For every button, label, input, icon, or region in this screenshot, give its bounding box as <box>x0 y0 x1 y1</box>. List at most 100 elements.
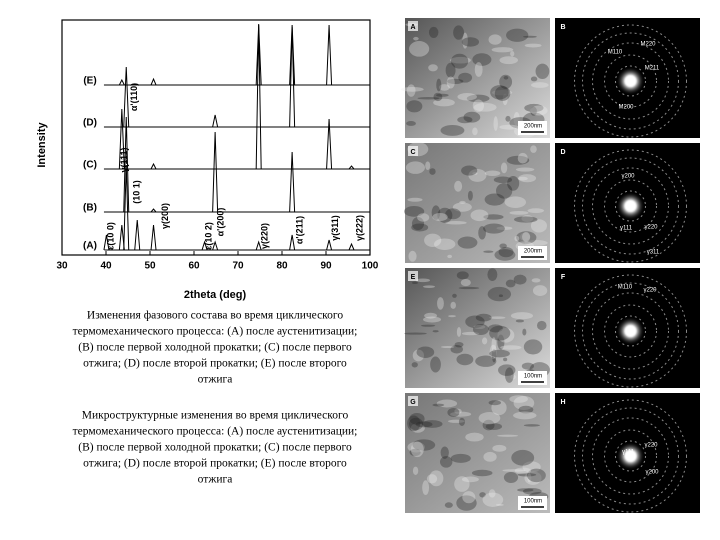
texture <box>491 337 497 353</box>
texture <box>481 337 488 345</box>
texture <box>428 64 438 72</box>
texture <box>495 503 504 506</box>
texture <box>406 120 416 126</box>
texture <box>407 415 421 432</box>
texture <box>475 313 492 322</box>
spot-label: γ200 <box>645 470 659 476</box>
texture <box>491 89 513 96</box>
texture <box>524 43 542 48</box>
ring <box>615 65 646 97</box>
texture <box>522 461 541 473</box>
texture <box>412 466 419 475</box>
ring <box>592 167 669 245</box>
texture <box>530 106 537 116</box>
texture <box>499 243 507 249</box>
peak <box>289 234 296 251</box>
peak-annotation: α'(211) <box>294 216 304 244</box>
texture <box>499 124 520 130</box>
texture <box>424 233 442 248</box>
texture <box>450 411 472 417</box>
texture <box>425 161 431 171</box>
texture <box>431 205 441 220</box>
scale-label: 100nm <box>524 499 542 505</box>
series-label: (A) <box>83 241 97 252</box>
spot-label: M211 <box>645 66 660 72</box>
peak <box>150 162 157 170</box>
panel-label: C <box>410 149 415 156</box>
texture <box>497 434 519 437</box>
texture <box>497 334 505 350</box>
texture <box>521 362 534 370</box>
texture <box>456 271 469 280</box>
peak-annotation: α'(200) <box>215 208 225 237</box>
texture <box>433 98 455 107</box>
texture <box>440 125 465 136</box>
peak <box>134 219 141 251</box>
x-tick-label: 80 <box>276 261 288 272</box>
texture <box>407 441 425 453</box>
x-tick-label: 30 <box>56 261 68 272</box>
texture <box>479 492 486 498</box>
spot-label: M110 <box>608 50 623 56</box>
micrograph <box>405 393 550 513</box>
texture <box>498 294 504 297</box>
texture <box>519 232 531 242</box>
texture <box>461 37 480 47</box>
texture <box>474 62 483 77</box>
texture <box>488 324 503 333</box>
texture <box>532 285 548 296</box>
texture <box>433 238 456 250</box>
texture <box>450 301 456 309</box>
peak <box>255 24 262 86</box>
texture <box>415 278 431 283</box>
scale-label: 200nm <box>524 249 542 255</box>
texture <box>450 56 471 64</box>
x-tick-label: 40 <box>100 261 112 272</box>
texture <box>433 92 443 102</box>
ring <box>592 417 669 495</box>
texture <box>485 423 503 430</box>
spot-label: M110 <box>618 285 633 291</box>
spot-label: γ111 <box>620 226 633 232</box>
texture <box>509 395 528 403</box>
texture <box>506 155 530 165</box>
texture <box>462 491 476 504</box>
texture <box>514 467 531 474</box>
peak-annotation: α'(110) <box>129 83 139 111</box>
ring <box>604 54 657 108</box>
texture <box>457 92 477 101</box>
texture <box>415 421 433 428</box>
spot-label: M200 <box>618 105 634 111</box>
texture <box>468 169 487 182</box>
texture <box>523 339 543 355</box>
texture <box>472 99 485 113</box>
texture <box>462 32 468 49</box>
peak <box>103 234 110 251</box>
texture <box>424 312 438 319</box>
texture <box>510 312 534 320</box>
texture <box>447 407 460 417</box>
texture <box>523 35 537 38</box>
texture <box>445 62 456 78</box>
texture <box>524 471 542 485</box>
spot-label: γ200 <box>621 174 635 180</box>
peak-annotation: γ(111) <box>119 147 129 172</box>
texture <box>436 78 442 92</box>
texture <box>446 76 455 89</box>
ring <box>604 179 657 233</box>
ring <box>592 292 669 370</box>
texture <box>478 412 501 425</box>
texture <box>515 319 525 323</box>
texture <box>430 356 441 373</box>
texture <box>513 395 535 411</box>
texture <box>465 315 485 328</box>
peak <box>118 78 125 86</box>
texture <box>459 200 466 204</box>
texture <box>452 202 472 212</box>
texture <box>412 439 436 451</box>
texture <box>490 85 509 100</box>
peak <box>255 23 262 170</box>
peak <box>123 66 130 128</box>
texture <box>409 41 430 57</box>
caption-line: отжига <box>198 374 233 386</box>
